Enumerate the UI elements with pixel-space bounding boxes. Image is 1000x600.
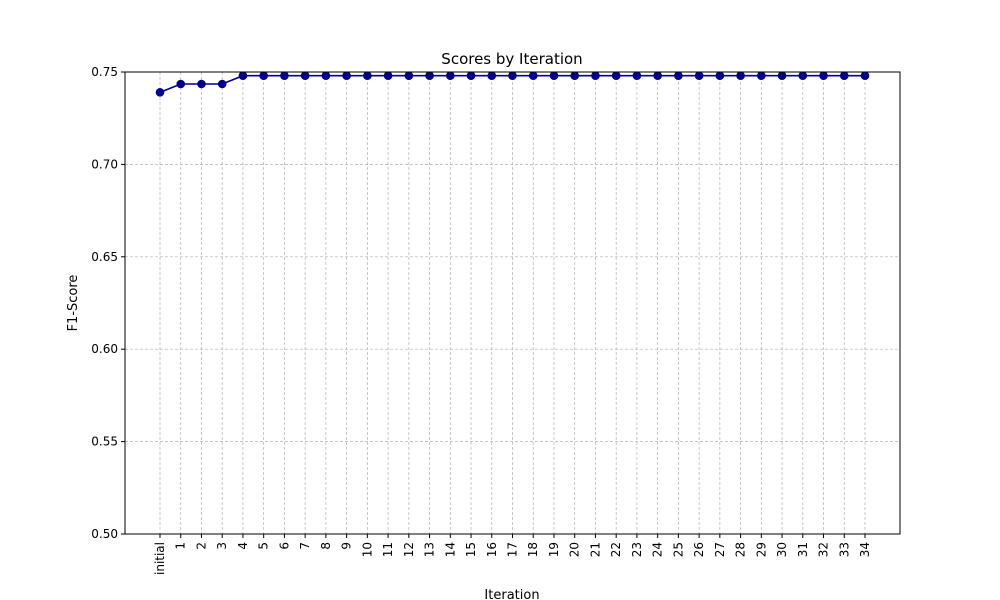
data-point [466,71,476,80]
x-tick-label: 32 [817,542,831,557]
x-tick-label: 20 [568,542,582,557]
data-point [653,71,662,80]
x-tick-label: 13 [423,542,437,557]
x-tick-label: 12 [402,542,416,557]
x-tick-label: 28 [734,542,748,557]
x-tick-label: 14 [443,542,457,557]
data-point [694,71,704,80]
data-point [611,71,621,80]
x-tick-label: 27 [713,542,727,557]
data-point [363,71,372,80]
x-tick-label: 30 [775,542,789,557]
x-tick-label: 8 [319,542,333,550]
data-point [383,71,393,80]
x-tick-label: 2 [194,542,208,550]
x-tick-label: 3 [215,542,229,550]
data-point [549,71,559,80]
data-point [404,71,414,80]
x-tick-label: initial [153,542,167,575]
x-tick-label: 29 [754,542,768,557]
data-point [674,71,683,80]
data-point [591,71,600,80]
data-point [570,71,580,80]
data-point [860,71,870,80]
x-tick-label: 1 [174,542,188,550]
x-tick-label: 19 [547,542,561,557]
x-tick-label: 7 [298,542,312,550]
y-tick-label: 0.50 [91,527,118,541]
data-point [632,71,642,80]
data-point [155,88,165,97]
data-point [798,71,808,80]
x-tick-label: 6 [277,542,291,550]
x-tick-label: 21 [588,542,602,557]
data-point [777,71,787,80]
y-axis-label: F1-Score [66,275,81,332]
data-point [508,71,517,80]
x-tick-label: 31 [796,542,810,557]
data-point [197,79,206,89]
x-tick-label: 10 [360,542,374,557]
x-tick-label: 25 [671,542,685,557]
chart-title: Scores by Iteration [441,50,582,68]
x-tick-label: 22 [609,542,623,557]
x-tick-label: 34 [858,542,872,557]
y-tick-label: 0.55 [91,435,118,449]
data-point [425,71,434,80]
x-tick-label: 23 [630,542,644,557]
y-tick-label: 0.60 [91,342,118,356]
x-tick-label: 18 [526,542,540,557]
x-axis-label: Iteration [484,588,539,600]
x-tick-label: 33 [837,542,851,557]
plot-frame [124,71,901,535]
data-point [238,71,248,80]
x-tick-label: 5 [257,542,271,550]
x-tick-label: 26 [692,542,706,557]
x-tick-label: 16 [485,542,499,557]
x-tick-label: 24 [651,542,665,557]
grid-layer [125,71,900,535]
data-point [445,71,455,80]
data-point [839,71,849,80]
y-tick-label: 0.75 [91,65,118,79]
data-point [259,71,268,80]
x-tick-label: 4 [236,542,250,550]
data-point [757,71,766,80]
data-point [715,71,725,80]
data-point [736,71,745,80]
data-point [487,71,497,80]
x-tick-label: 15 [464,542,478,557]
data-point [280,71,289,80]
x-tick-label: 11 [381,542,395,557]
data-point [342,71,351,80]
data-point [300,71,310,80]
series-layer [155,71,870,97]
x-tick-label: 9 [340,542,354,550]
data-point [176,79,186,89]
data-point [217,79,227,89]
y-tick-label: 0.70 [91,157,118,171]
data-point [819,71,828,80]
x-tick-label: 17 [506,542,520,557]
y-tick-label: 0.65 [91,250,118,264]
data-point [321,71,331,80]
data-point [528,71,538,80]
